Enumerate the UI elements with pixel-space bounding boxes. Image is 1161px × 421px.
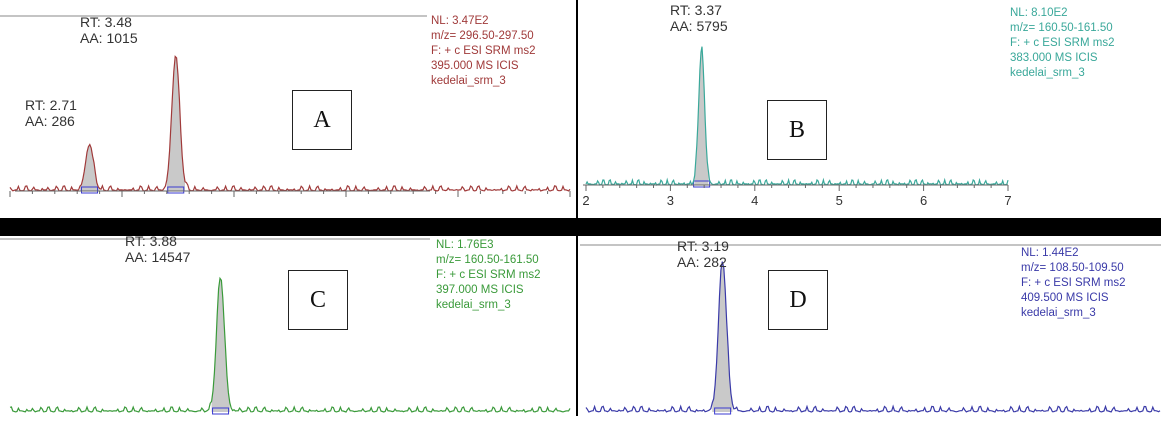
peak-aa-label: AA: 286 xyxy=(25,113,75,129)
info-line: kedelai_srm_3 xyxy=(431,75,506,87)
chromatogram-trace xyxy=(9,276,571,413)
panel-label-c: C xyxy=(288,270,348,330)
info-line: kedelai_srm_3 xyxy=(1010,67,1085,79)
peak-area-1 xyxy=(712,261,733,412)
info-line: F: + c ESI SRM ms2 xyxy=(436,269,540,281)
panel-label-b: B xyxy=(767,100,827,160)
info-line: NL: 1.76E3 xyxy=(436,239,494,251)
peak-rt-label: RT: 2.71 xyxy=(25,97,77,113)
info-line: m/z= 108.50-109.50 xyxy=(1021,262,1124,274)
integration-marker xyxy=(212,407,230,415)
info-line: F: + c ESI SRM ms2 xyxy=(1010,37,1114,49)
peak-aa-label: AA: 282 xyxy=(677,254,727,270)
horizontal-divider xyxy=(0,218,1161,236)
panel-label-d: D xyxy=(768,270,828,330)
peak-aa-label: AA: 5795 xyxy=(670,18,728,34)
vertical-divider xyxy=(576,0,578,416)
integration-marker xyxy=(167,186,185,194)
peak-rt-label: RT: 3.19 xyxy=(677,238,729,254)
info-line: kedelai_srm_3 xyxy=(1021,307,1096,319)
info-line: m/z= 160.50-161.50 xyxy=(1010,22,1113,34)
x-tick-label: 2 xyxy=(582,193,589,208)
integration-marker xyxy=(81,186,99,194)
chromatogram-trace xyxy=(585,46,1009,186)
info-line: F: + c ESI SRM ms2 xyxy=(1021,277,1125,289)
info-line: NL: 1.44E2 xyxy=(1021,247,1079,259)
peak-area-1 xyxy=(694,46,709,185)
info-line: NL: 8.10E2 xyxy=(1010,7,1068,19)
x-tick-label: 3 xyxy=(667,193,674,208)
chromatogram-trace xyxy=(9,55,571,192)
info-line: 395.000 MS ICIS xyxy=(431,60,519,72)
info-line: 397.000 MS ICIS xyxy=(436,284,524,296)
chromatogram-trace xyxy=(585,261,1161,413)
peak-aa-label: AA: 1015 xyxy=(80,30,138,46)
info-line: F: + c ESI SRM ms2 xyxy=(431,45,535,57)
panel-label-a: A xyxy=(292,90,352,150)
info-line: NL: 3.47E2 xyxy=(431,15,489,27)
peak-area-2 xyxy=(166,56,185,191)
info-line: 409.500 MS ICIS xyxy=(1021,292,1109,304)
x-tick-label: 5 xyxy=(836,193,843,208)
info-line: m/z= 296.50-297.50 xyxy=(431,30,534,42)
peak-rt-label: RT: 3.48 xyxy=(80,14,132,30)
peak-area-1 xyxy=(80,144,100,191)
peak-aa-label: AA: 14547 xyxy=(125,249,191,265)
integration-marker xyxy=(714,407,732,415)
peak-rt-label: RT: 3.88 xyxy=(125,233,177,249)
x-tick-label: 4 xyxy=(751,193,758,208)
info-line: 383.000 MS ICIS xyxy=(1010,52,1098,64)
x-tick-label: 7 xyxy=(1004,193,1011,208)
peak-rt-label: RT: 3.37 xyxy=(670,2,722,18)
peak-area-1 xyxy=(211,278,230,412)
info-line: m/z= 160.50-161.50 xyxy=(436,254,539,266)
info-line: kedelai_srm_3 xyxy=(436,299,511,311)
integration-marker xyxy=(693,180,711,188)
x-tick-label: 6 xyxy=(920,193,927,208)
